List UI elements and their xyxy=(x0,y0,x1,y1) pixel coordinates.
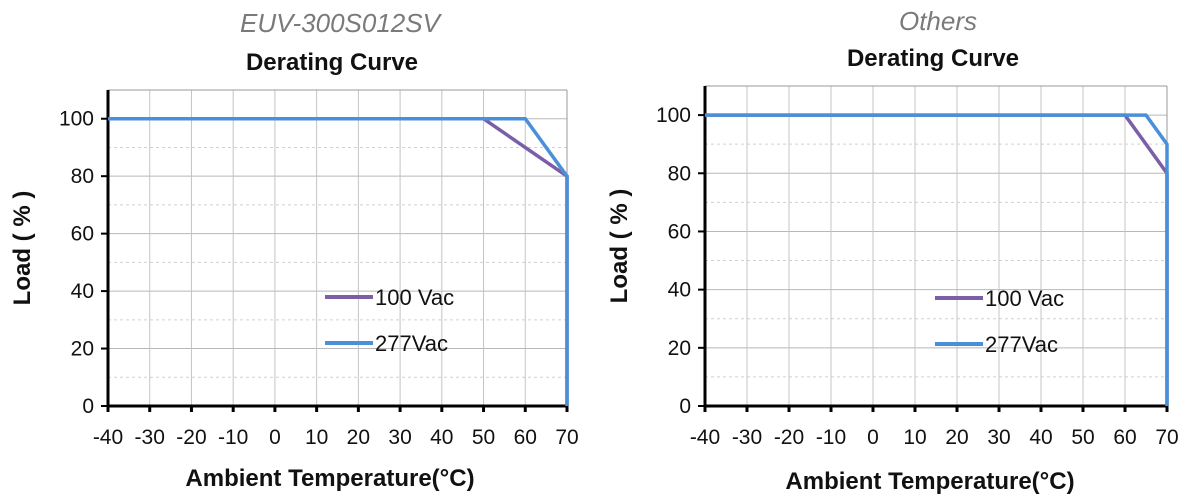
x-tick-label: 50 xyxy=(1071,426,1094,449)
y-tick-label: 80 xyxy=(668,162,691,185)
y-tick-label: 0 xyxy=(679,395,691,418)
x-tick-label: -10 xyxy=(816,426,846,449)
x-tick-label: -30 xyxy=(135,426,165,449)
x-tick-label: 50 xyxy=(472,426,495,449)
x-axis-label: Ambient Temperature(°C) xyxy=(785,468,1074,495)
x-tick-label: 40 xyxy=(430,426,453,449)
grid xyxy=(705,85,1168,406)
x-tick-label: 0 xyxy=(269,426,281,449)
x-tick-label: 20 xyxy=(945,426,968,449)
legend-label: 100 Vac xyxy=(375,285,454,310)
x-tick-label: 20 xyxy=(347,426,370,449)
x-tick-label: 60 xyxy=(514,426,537,449)
y-tick-label: 100 xyxy=(656,104,691,127)
x-tick-label: -10 xyxy=(218,426,248,449)
y-tick-label: 80 xyxy=(71,165,94,188)
x-tick-label: 30 xyxy=(987,426,1010,449)
chart-model-name: Others xyxy=(899,6,977,36)
x-tick-label: 30 xyxy=(388,426,411,449)
x-tick-label: 10 xyxy=(305,426,328,449)
x-tick-label: 0 xyxy=(867,426,879,449)
y-tick-label: 0 xyxy=(82,395,94,418)
chart-model-name: EUV-300S012SV xyxy=(240,8,443,38)
series-line-277vac xyxy=(705,113,1169,406)
x-tick-label: -20 xyxy=(774,426,804,449)
legend-label: 100 Vac xyxy=(985,286,1064,311)
y-tick-label: 40 xyxy=(71,280,94,303)
y-axis-label: Load ( % ) xyxy=(606,189,633,304)
y-tick-label: 40 xyxy=(668,279,691,302)
x-tick-label: 10 xyxy=(903,426,926,449)
x-axis-label: Ambient Temperature(°C) xyxy=(185,465,474,492)
y-tick-label: 20 xyxy=(71,338,94,361)
series-line-277vac xyxy=(108,116,569,406)
y-tick-label: 100 xyxy=(59,108,94,131)
chart-title: Derating Curve xyxy=(246,49,418,76)
x-tick-label: 40 xyxy=(1029,426,1052,449)
legend-label: 277Vac xyxy=(375,331,448,356)
y-tick-label: 20 xyxy=(668,337,691,360)
x-tick-label: 60 xyxy=(1113,426,1136,449)
x-tick-label: -40 xyxy=(93,426,123,449)
x-tick-label: -40 xyxy=(690,426,720,449)
x-tick-label: 70 xyxy=(555,426,578,449)
x-tick-label: 70 xyxy=(1155,426,1178,449)
legend: 100 Vac 277Vac xyxy=(325,285,454,356)
y-tick-label: 60 xyxy=(668,220,691,243)
legend: 100 Vac 277Vac xyxy=(935,286,1064,357)
y-axis-label: Load ( % ) xyxy=(9,191,36,306)
x-tick-label: -20 xyxy=(176,426,206,449)
grid xyxy=(108,89,568,406)
y-tick-label: 60 xyxy=(71,223,94,246)
x-tick-label: -30 xyxy=(732,426,762,449)
legend-label: 277Vac xyxy=(985,332,1058,357)
chart-title: Derating Curve xyxy=(847,45,1019,72)
